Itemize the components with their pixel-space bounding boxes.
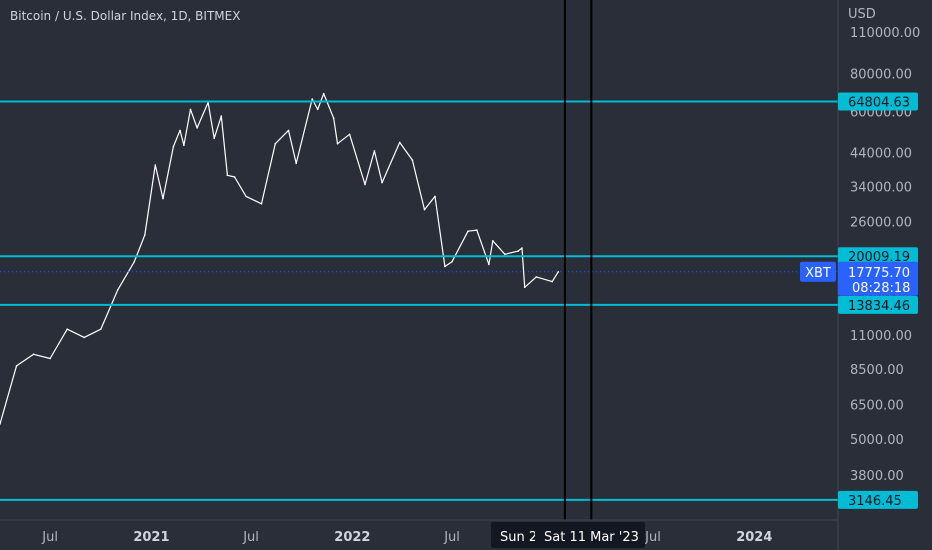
price-point	[517, 250, 519, 252]
price-point	[144, 234, 146, 236]
symbol-tag	[800, 261, 836, 282]
level-price-tag	[838, 92, 918, 111]
price-point	[492, 240, 494, 242]
price-point	[32, 353, 35, 356]
price-point	[322, 92, 325, 95]
level-price-tag-text: 13834.46	[848, 299, 910, 314]
price-point	[233, 176, 236, 178]
x-tick-label: Jul	[644, 530, 661, 545]
y-tick-label: 5000.00	[850, 433, 904, 448]
price-point	[316, 108, 319, 111]
level-price-tag	[838, 247, 918, 266]
price-point	[551, 280, 553, 283]
price-point	[100, 328, 102, 331]
price-point	[295, 162, 298, 165]
price-point	[504, 253, 506, 256]
price-point	[172, 145, 175, 148]
price-point	[0, 423, 1, 425]
y-tick-label: 80000.00	[850, 68, 912, 83]
price-point	[523, 286, 526, 289]
price-point	[260, 203, 263, 205]
currency-label: USD	[848, 7, 876, 22]
price-point	[154, 164, 157, 166]
time-tag-text: Sat 11 Mar '23	[544, 530, 639, 545]
y-tick-label: 110000.00	[850, 26, 920, 41]
price-point	[434, 195, 436, 198]
price-point	[245, 195, 247, 198]
price-point	[423, 208, 426, 211]
time-tag	[535, 522, 645, 548]
price-series-line	[0, 92, 559, 425]
price-point	[488, 263, 490, 266]
price-point	[213, 137, 215, 140]
x-tick-label: 2021	[133, 530, 169, 545]
price-point	[179, 129, 181, 132]
price-point	[189, 108, 192, 111]
price-point	[226, 174, 229, 177]
level-price-tag-text: 20009.19	[848, 250, 910, 265]
price-point	[467, 230, 469, 232]
price-point	[83, 336, 85, 339]
price-point	[220, 115, 223, 117]
price-point	[398, 141, 401, 144]
y-tick-label: 3800.00	[850, 469, 904, 484]
price-point	[521, 247, 523, 249]
level-price-tag	[838, 490, 918, 509]
time-tag	[491, 522, 549, 548]
price-point	[476, 229, 478, 231]
price-point	[451, 260, 453, 263]
price-point	[332, 117, 335, 120]
level-price-tag-text: 64804.63	[848, 95, 910, 110]
y-tick-label: 26000.00	[850, 216, 912, 231]
price-point	[311, 98, 314, 100]
x-tick-label: Jul	[41, 530, 58, 545]
y-tick-label: 6500.00	[850, 398, 904, 413]
price-point	[15, 365, 18, 367]
price-point	[49, 357, 51, 360]
price-point	[287, 129, 290, 132]
price-point	[444, 265, 446, 268]
price-point	[535, 276, 538, 278]
x-tick-label: 2022	[334, 530, 370, 545]
plot-area	[0, 0, 838, 520]
price-point	[348, 133, 351, 136]
price-point	[411, 159, 414, 161]
level-price-tag	[838, 295, 918, 314]
y-tick-label: 44000.00	[850, 146, 912, 161]
y-tick-label: 11000.00	[850, 329, 912, 344]
price-point	[133, 260, 136, 263]
price-point	[183, 144, 185, 146]
price-point	[336, 142, 339, 145]
price-point	[364, 183, 366, 186]
current-price-countdown: 08:28:18	[852, 281, 910, 296]
level-price-tag-text: 3146.45	[848, 494, 902, 509]
current-price-value: 17775.70	[848, 266, 910, 281]
price-point	[66, 328, 68, 331]
chart-title: Bitcoin / U.S. Dollar Index, 1D, BITMEX	[10, 9, 240, 23]
current-price-tag	[838, 261, 918, 296]
symbol-tag-text: XBT	[805, 266, 831, 281]
y-tick-label: 34000.00	[850, 180, 912, 195]
x-tick-label: Jul	[242, 530, 259, 545]
price-point	[381, 181, 383, 184]
price-point	[196, 127, 198, 129]
x-tick-label: 2024	[736, 530, 772, 545]
price-point	[117, 289, 119, 291]
time-tag-text: Sun 2	[500, 530, 537, 545]
price-point	[373, 150, 376, 152]
price-point	[557, 271, 560, 273]
x-tick-label: Jul	[443, 530, 460, 545]
price-point	[274, 142, 277, 145]
price-point	[162, 197, 164, 200]
y-tick-label: 8500.00	[850, 363, 904, 378]
